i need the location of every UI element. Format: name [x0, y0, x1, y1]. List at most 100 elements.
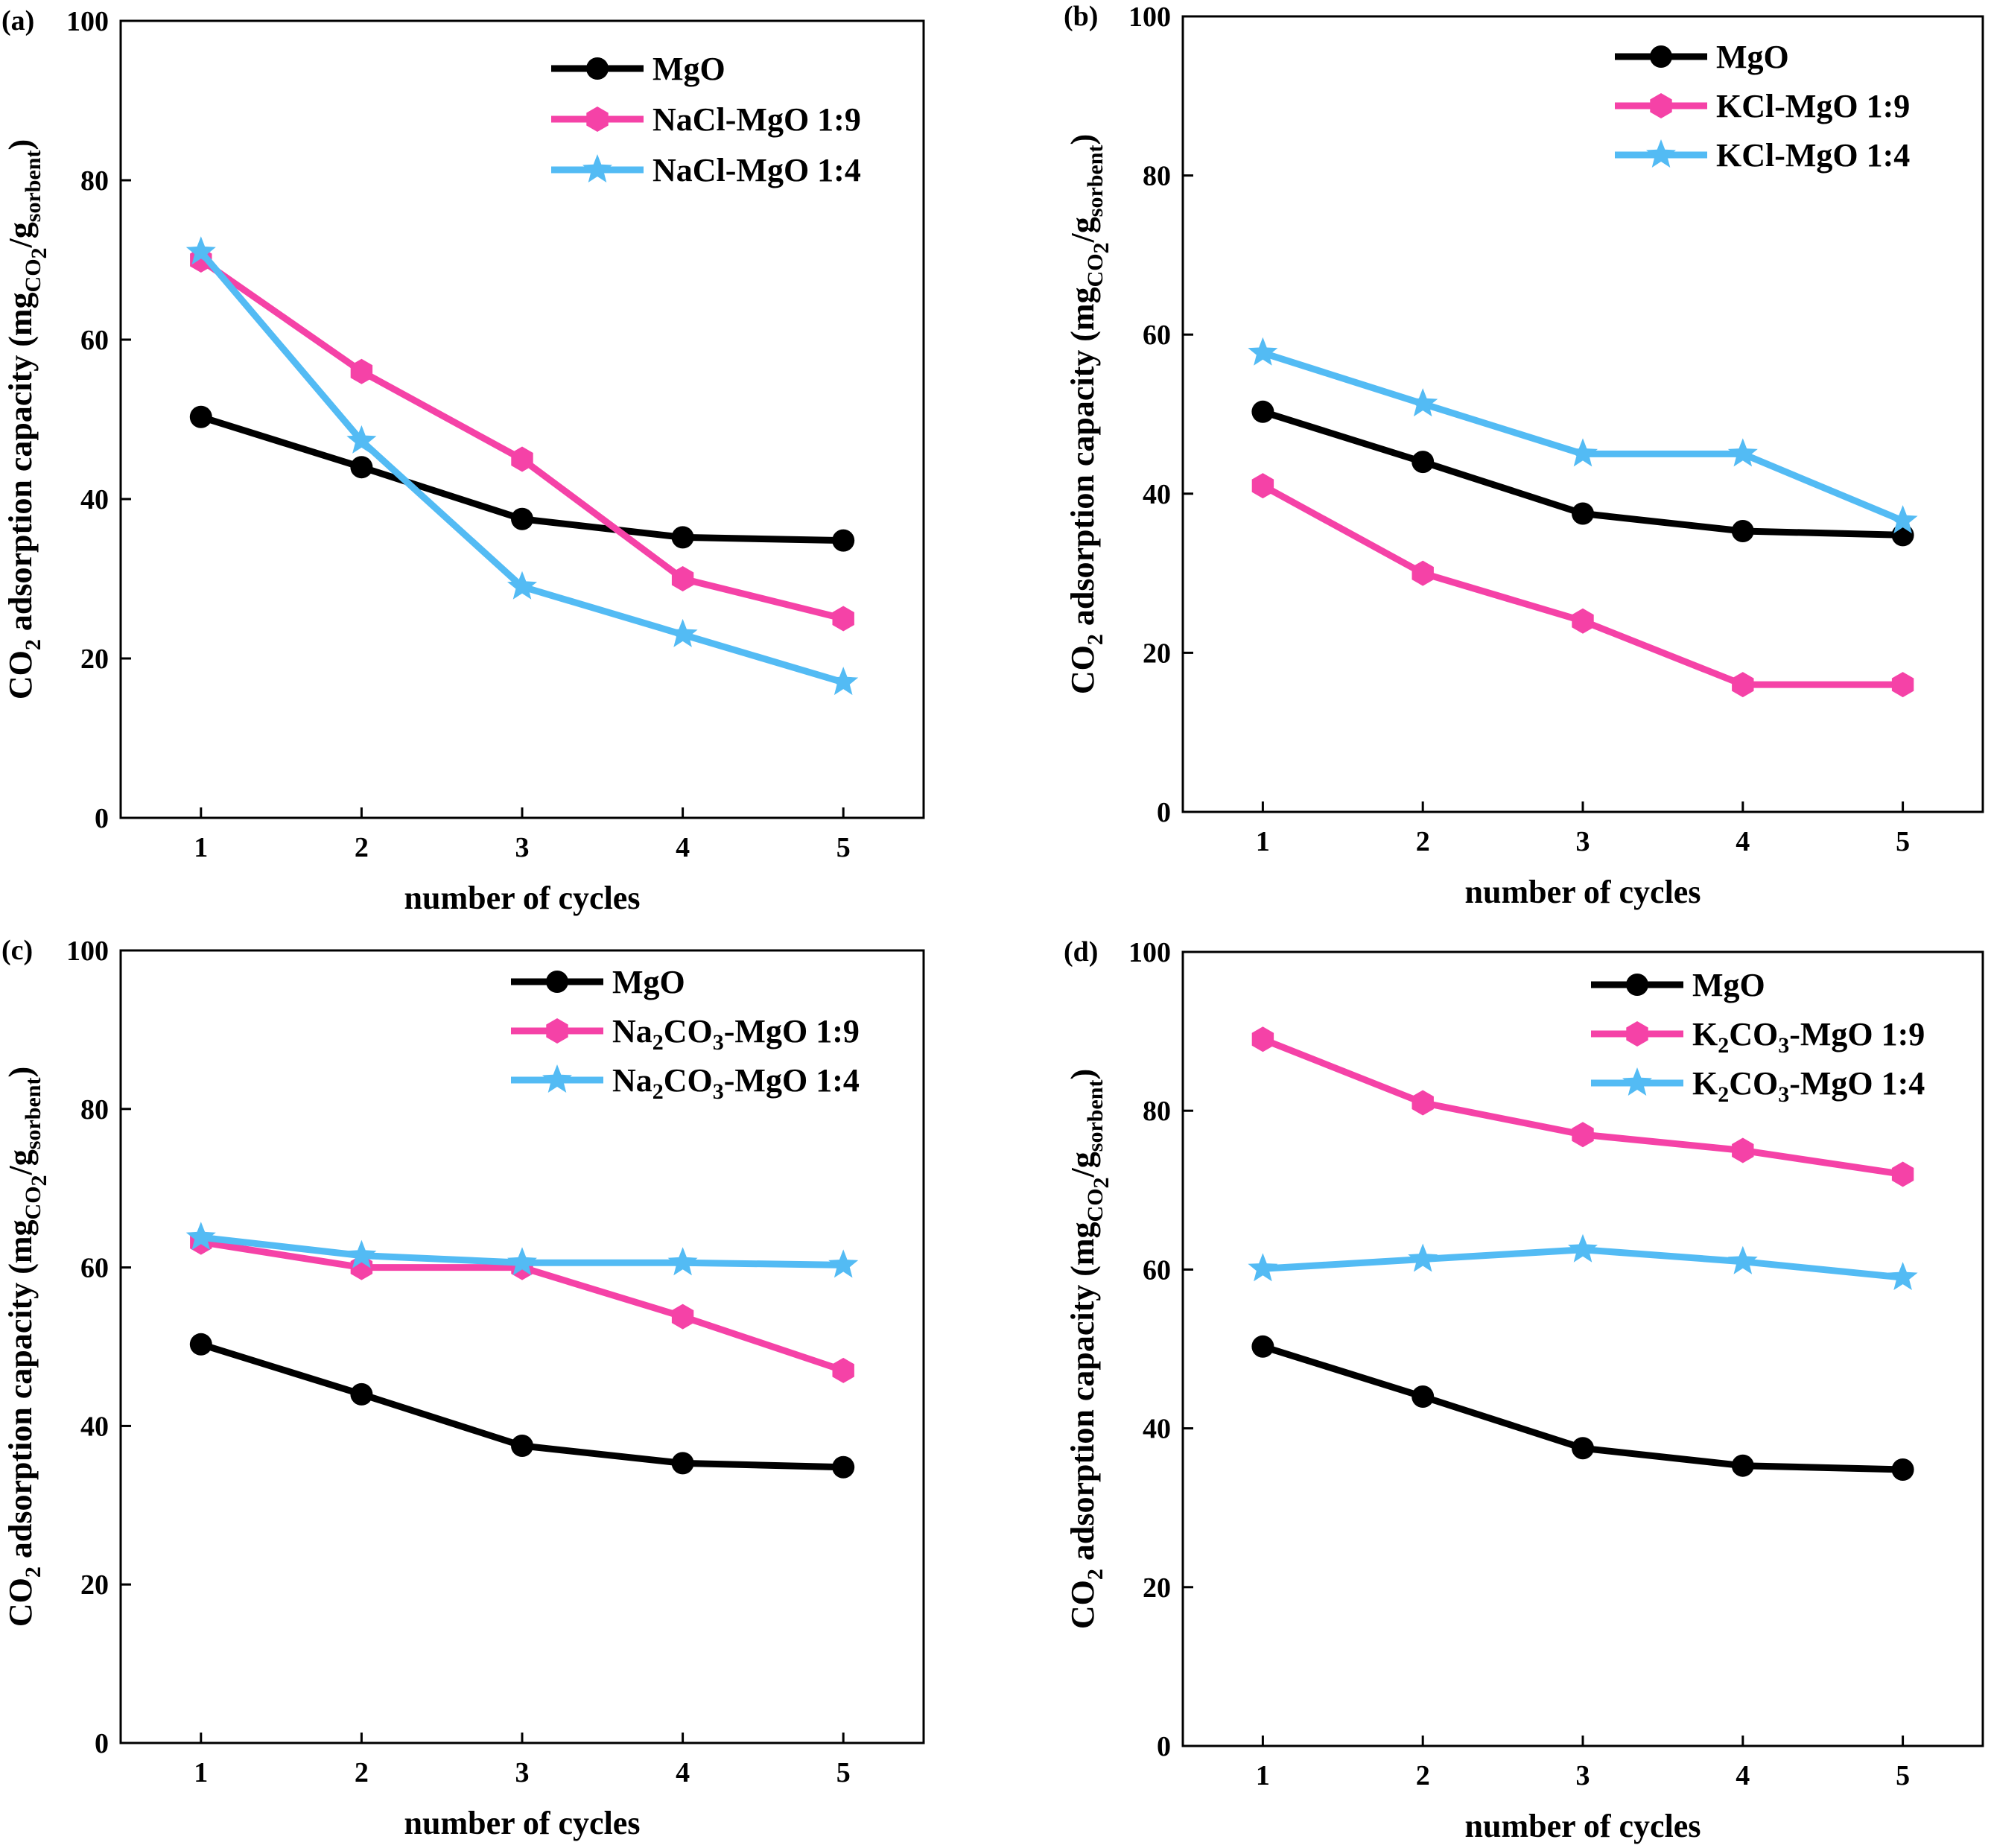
legend-marker: [546, 1018, 568, 1044]
legend-entry: KCl-MgO 1:9: [1716, 88, 1910, 124]
data-point: [511, 1435, 533, 1457]
y-tick-label: 0: [1157, 1731, 1171, 1762]
legend: MgO NaCl-MgO 1:9 NaCl-MgO 1:4: [551, 51, 861, 188]
x-tick-label: 1: [1256, 826, 1270, 857]
data-point: [350, 1382, 373, 1406]
data-point: [1891, 1458, 1914, 1482]
legend-entry: K2CO3-MgO 1:9: [1692, 1016, 1925, 1058]
data-point: [1727, 1245, 1758, 1274]
data-point: [1572, 1437, 1594, 1460]
legend: MgO Na2CO3-MgO 1:9 Na2CO3-MgO 1:4: [511, 964, 860, 1104]
data-point: [1251, 1335, 1274, 1358]
legend-entry: KCl-MgO 1:4: [1716, 137, 1910, 174]
x-tick-label: 3: [515, 832, 530, 863]
data-point: [1412, 451, 1435, 474]
series-2: [185, 236, 859, 696]
legend-entry: K2CO3-MgO 1:4: [1692, 1065, 1925, 1107]
data-point: [185, 236, 216, 265]
legend-entry: Na2CO3-MgO 1:4: [612, 1062, 860, 1104]
legend-marker: [1650, 93, 1672, 118]
data-point: [1408, 388, 1438, 417]
x-tick-label: 3: [515, 1757, 530, 1788]
data-point: [350, 456, 373, 479]
x-tick-label: 5: [836, 832, 851, 863]
data-point: [1412, 1090, 1434, 1116]
data-point: [1251, 400, 1274, 423]
y-tick-label: 80: [1143, 161, 1171, 192]
data-point: [189, 405, 212, 428]
legend-marker: [542, 1064, 572, 1093]
data-point: [507, 571, 537, 600]
x-tick-label: 2: [355, 832, 369, 863]
data-point: [667, 1247, 698, 1276]
data-point: [1572, 502, 1594, 525]
data-point: [828, 1249, 859, 1278]
legend-marker: [1622, 1067, 1652, 1096]
data-point: [1412, 1385, 1435, 1408]
y-tick-label: 100: [66, 6, 109, 37]
data-point: [832, 529, 855, 552]
y-tick-label: 20: [80, 1569, 109, 1601]
y-tick-label: 100: [1128, 937, 1171, 968]
chart-panel-d: 0 20 40 60 80 100 1 2 3 4 5 number of cycles CO2 ads…: [1064, 936, 1984, 1844]
x-tick-label: 2: [355, 1757, 369, 1788]
y-tick-label: 40: [1143, 1414, 1171, 1445]
data-point: [1732, 672, 1754, 698]
y-tick-label: 60: [1143, 1254, 1171, 1286]
y-tick-label: 0: [95, 1728, 109, 1759]
panel-label: (c): [1, 935, 33, 966]
x-tick-label: 5: [1896, 826, 1910, 857]
legend: MgO K2CO3-MgO 1:9 K2CO3-MgO 1:4: [1591, 967, 1925, 1107]
y-tick-label: 40: [1143, 479, 1171, 510]
legend-entry: MgO: [1716, 39, 1789, 75]
data-point: [1732, 1137, 1754, 1163]
data-point: [1248, 337, 1278, 366]
x-axis-label: number of cycles: [404, 1805, 641, 1841]
plot-frame: [119, 19, 925, 819]
y-tick-label: 0: [95, 803, 109, 834]
y-axis-label: CO2 adsorption capacity (mgCO2/gsorbent): [1064, 1069, 1114, 1629]
data-point: [1891, 1161, 1914, 1187]
y-tick-label: 40: [80, 484, 109, 515]
y-axis-label: CO2 adsorption capacity (mgCO2/gsorbent): [2, 139, 51, 699]
data-point: [1572, 1122, 1594, 1148]
data-point: [828, 667, 859, 696]
chart-panel-a: 0 20 40 60 80 100 1 2 3 4 5 number of cycles CO2 ads…: [1, 5, 925, 916]
y-tick-label: 80: [1143, 1096, 1171, 1127]
x-tick-label: 3: [1576, 1760, 1590, 1791]
legend-entry: Na2CO3-MgO 1:9: [612, 1013, 860, 1055]
legend-entry: MgO: [1692, 967, 1765, 1003]
data-point: [667, 618, 698, 647]
data-point: [1731, 519, 1754, 542]
data-point: [507, 1247, 537, 1276]
legend-marker: [1650, 45, 1672, 68]
x-tick-label: 4: [1736, 1760, 1750, 1791]
panel-label: (b): [1064, 1, 1098, 32]
data-point: [671, 1304, 694, 1330]
x-tick-label: 5: [836, 1757, 851, 1788]
data-point: [1408, 1243, 1438, 1272]
x-axis-label: number of cycles: [1465, 874, 1701, 910]
panel-label: (a): [1, 5, 34, 36]
y-tick-label: 60: [1143, 320, 1171, 351]
data-point: [671, 566, 694, 591]
y-tick-label: 0: [1157, 797, 1171, 828]
data-point: [1572, 608, 1594, 634]
y-tick-label: 60: [80, 325, 109, 356]
x-axis-label: number of cycles: [404, 880, 641, 916]
x-tick-label: 5: [1896, 1760, 1910, 1791]
series-2: [185, 1222, 859, 1278]
chart-panel-c: 0 20 40 60 80 100 1 2 3 4 5 number of cycles CO2 ads…: [1, 935, 925, 1841]
y-axis-label: CO2 adsorption capacity (mgCO2/gsorbent): [2, 1067, 51, 1627]
y-tick-label: 80: [80, 165, 109, 197]
panel-label: (d): [1064, 936, 1098, 968]
legend: MgO KCl-MgO 1:9 KCl-MgO 1:4: [1615, 39, 1910, 174]
x-tick-label: 2: [1416, 826, 1430, 857]
x-tick-label: 4: [676, 1757, 690, 1788]
data-point: [346, 425, 377, 454]
series-0: [1251, 400, 1914, 547]
data-point: [1251, 473, 1274, 499]
x-tick-label: 1: [1256, 1760, 1270, 1791]
data-point: [1891, 672, 1914, 698]
